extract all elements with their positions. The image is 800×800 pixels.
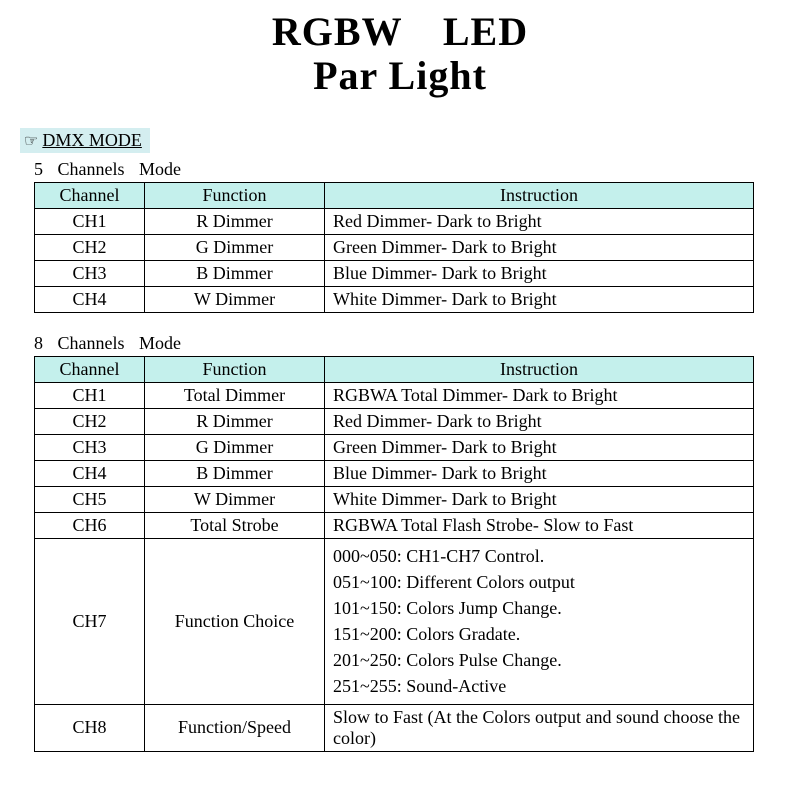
table-row: CH8Function/SpeedSlow to Fast (At the Co… bbox=[35, 704, 754, 751]
table-row: CH3B DimmerBlue Dimmer- Dark to Bright bbox=[35, 261, 754, 287]
table-header-row: Channel Function Instruction bbox=[35, 183, 754, 209]
cell-channel: CH5 bbox=[35, 487, 145, 513]
col-header-instruction: Instruction bbox=[325, 183, 754, 209]
cell-instruction: Red Dimmer- Dark to Bright bbox=[325, 409, 754, 435]
cell-function: Total Strobe bbox=[145, 513, 325, 539]
cell-instruction: Red Dimmer- Dark to Bright bbox=[325, 209, 754, 235]
table-row: CH5W DimmerWhite Dimmer- Dark to Bright bbox=[35, 487, 754, 513]
cell-instruction: White Dimmer- Dark to Bright bbox=[325, 287, 754, 313]
table2-caption: 8 Channels Mode bbox=[34, 333, 780, 354]
cell-function: R Dimmer bbox=[145, 209, 325, 235]
table-row: CH1R DimmerRed Dimmer- Dark to Bright bbox=[35, 209, 754, 235]
page-title: RGBW LED Par Light bbox=[20, 10, 780, 98]
cell-channel: CH2 bbox=[35, 235, 145, 261]
cell-instruction: 000~050: CH1-CH7 Control.051~100: Differ… bbox=[325, 539, 754, 705]
table-row: CH4B DimmerBlue Dimmer- Dark to Bright bbox=[35, 461, 754, 487]
title-line-2: Par Light bbox=[20, 54, 780, 98]
col-header-instruction: Instruction bbox=[325, 357, 754, 383]
table-row: CH2R DimmerRed Dimmer- Dark to Bright bbox=[35, 409, 754, 435]
cell-instruction: Slow to Fast (At the Colors output and s… bbox=[325, 704, 754, 751]
col-header-function: Function bbox=[145, 357, 325, 383]
table-row: CH4W DimmerWhite Dimmer- Dark to Bright bbox=[35, 287, 754, 313]
cell-channel: CH4 bbox=[35, 287, 145, 313]
table-row: CH7Function Choice000~050: CH1-CH7 Contr… bbox=[35, 539, 754, 705]
cell-instruction: Blue Dimmer- Dark to Bright bbox=[325, 261, 754, 287]
table-5-channels: Channel Function Instruction CH1R Dimmer… bbox=[34, 182, 754, 313]
cell-function: G Dimmer bbox=[145, 435, 325, 461]
cell-function: G Dimmer bbox=[145, 235, 325, 261]
dmx-mode-label: DMX MODE bbox=[42, 130, 142, 150]
cell-channel: CH3 bbox=[35, 435, 145, 461]
cell-function: W Dimmer bbox=[145, 287, 325, 313]
table-header-row: Channel Function Instruction bbox=[35, 357, 754, 383]
cell-function: B Dimmer bbox=[145, 461, 325, 487]
col-header-channel: Channel bbox=[35, 357, 145, 383]
table-row: CH3G DimmerGreen Dimmer- Dark to Bright bbox=[35, 435, 754, 461]
cell-channel: CH8 bbox=[35, 704, 145, 751]
cell-channel: CH6 bbox=[35, 513, 145, 539]
cell-instruction: White Dimmer- Dark to Bright bbox=[325, 487, 754, 513]
pointer-icon: ☞ bbox=[24, 131, 38, 151]
cell-channel: CH4 bbox=[35, 461, 145, 487]
cell-channel: CH2 bbox=[35, 409, 145, 435]
table-row: CH2G DimmerGreen Dimmer- Dark to Bright bbox=[35, 235, 754, 261]
table-row: CH1Total DimmerRGBWA Total Dimmer- Dark … bbox=[35, 383, 754, 409]
cell-instruction: RGBWA Total Flash Strobe- Slow to Fast bbox=[325, 513, 754, 539]
cell-instruction: RGBWA Total Dimmer- Dark to Bright bbox=[325, 383, 754, 409]
cell-function: R Dimmer bbox=[145, 409, 325, 435]
table1-caption: 5 Channels Mode bbox=[34, 159, 780, 180]
cell-instruction: Blue Dimmer- Dark to Bright bbox=[325, 461, 754, 487]
cell-channel: CH3 bbox=[35, 261, 145, 287]
cell-channel: CH1 bbox=[35, 209, 145, 235]
cell-function: B Dimmer bbox=[145, 261, 325, 287]
cell-channel: CH1 bbox=[35, 383, 145, 409]
cell-instruction: Green Dimmer- Dark to Bright bbox=[325, 235, 754, 261]
dmx-mode-header: ☞DMX MODE bbox=[20, 128, 150, 153]
cell-function: Function Choice bbox=[145, 539, 325, 705]
col-header-function: Function bbox=[145, 183, 325, 209]
table-8-channels: Channel Function Instruction CH1Total Di… bbox=[34, 356, 754, 752]
cell-instruction: Green Dimmer- Dark to Bright bbox=[325, 435, 754, 461]
cell-function: W Dimmer bbox=[145, 487, 325, 513]
cell-function: Total Dimmer bbox=[145, 383, 325, 409]
cell-function: Function/Speed bbox=[145, 704, 325, 751]
col-header-channel: Channel bbox=[35, 183, 145, 209]
title-line-1: RGBW LED bbox=[20, 10, 780, 54]
table-row: CH6Total StrobeRGBWA Total Flash Strobe-… bbox=[35, 513, 754, 539]
cell-channel: CH7 bbox=[35, 539, 145, 705]
